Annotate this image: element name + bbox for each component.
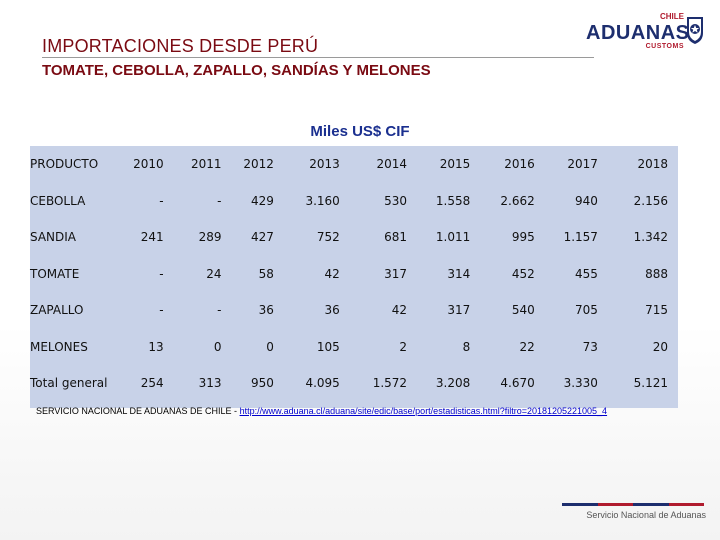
table-cell: 429 bbox=[251, 193, 274, 208]
table-row: MELONES 13 0 0 105 2 8 22 73 20 bbox=[30, 329, 678, 366]
table-cell: 241 bbox=[140, 230, 164, 245]
table-cell: 24 bbox=[206, 266, 222, 281]
source-note: SERVICIO NACIONAL DE ADUANAS DE CHILE - … bbox=[36, 406, 607, 416]
table-cell: 715 bbox=[645, 303, 668, 318]
table-cell: 530 bbox=[384, 193, 408, 208]
table-cell: 2.662 bbox=[500, 193, 535, 208]
table-cell: 950 bbox=[251, 376, 274, 391]
table-cell: 681 bbox=[384, 230, 408, 245]
table-cell: 36 bbox=[324, 303, 340, 318]
logo-brand: ADUANAS bbox=[586, 22, 690, 44]
row-label: ZAPALLO bbox=[30, 303, 84, 318]
table-cell: 36 bbox=[258, 303, 274, 318]
table-cell: 995 bbox=[511, 230, 535, 245]
footer-text: Servicio Nacional de Aduanas bbox=[586, 510, 706, 520]
table-cell: 3.330 bbox=[563, 376, 598, 391]
year-header: 2011 bbox=[190, 157, 222, 172]
product-column-header: PRODUCTO bbox=[30, 157, 99, 172]
slide-title: IMPORTACIONES DESDE PERÚ bbox=[42, 36, 319, 56]
table-row: ZAPALLO - - 36 36 42 317 540 705 715 bbox=[30, 292, 678, 329]
logo-sub: CUSTOMS bbox=[645, 43, 684, 50]
table-cell: 4.095 bbox=[305, 376, 340, 391]
table-cell: 317 bbox=[384, 266, 408, 281]
table-cell: 1.558 bbox=[435, 193, 471, 208]
source-link[interactable]: http://www.aduana.cl/aduana/site/edic/ba… bbox=[239, 406, 608, 416]
table-cell: 752 bbox=[316, 230, 340, 245]
table-cell: 3.160 bbox=[305, 193, 340, 208]
row-label: CEBOLLA bbox=[30, 193, 86, 208]
table-cell: - bbox=[159, 303, 164, 318]
table-cell: 20 bbox=[652, 339, 668, 354]
table-cell: - bbox=[159, 266, 164, 281]
star-shield-icon bbox=[687, 17, 703, 44]
row-label: TOMATE bbox=[30, 266, 80, 281]
table-row: SANDIA 241 289 427 752 681 1.011 995 1.1… bbox=[30, 219, 678, 256]
table-header-row: PRODUCTO 2010 2011 2012 2013 2014 2015 2… bbox=[30, 146, 678, 183]
footer-stripe bbox=[562, 503, 704, 506]
table-cell: 73 bbox=[582, 339, 598, 354]
year-header: 2016 bbox=[504, 157, 535, 172]
logo-country: CHILE bbox=[660, 12, 684, 21]
table-total-row: Total general 254 313 950 4.095 1.572 3.… bbox=[30, 365, 678, 402]
table-row: CEBOLLA - - 429 3.160 530 1.558 2.662 94… bbox=[30, 183, 678, 220]
row-label: Total general bbox=[30, 376, 108, 391]
table-cell: 0 bbox=[266, 339, 274, 354]
table-cell: 1.157 bbox=[563, 230, 598, 245]
units-label: Miles US$ CIF bbox=[310, 123, 410, 140]
row-label: MELONES bbox=[30, 339, 88, 354]
footer-stripe-segment bbox=[633, 503, 669, 506]
table-cell: 317 bbox=[447, 303, 471, 318]
table-cell: 289 bbox=[198, 230, 222, 245]
table-cell: 5.121 bbox=[633, 376, 668, 391]
title-underline bbox=[42, 57, 594, 58]
table-cell: 22 bbox=[519, 339, 535, 354]
row-label: SANDIA bbox=[30, 230, 77, 245]
year-header: 2017 bbox=[567, 157, 598, 172]
year-header: 2014 bbox=[376, 157, 408, 172]
table-cell: 0 bbox=[213, 339, 222, 354]
table-cell: 105 bbox=[316, 339, 340, 354]
table-background bbox=[30, 146, 678, 408]
year-header: 2013 bbox=[309, 157, 340, 172]
table-cell: 705 bbox=[575, 303, 598, 318]
source-prefix: SERVICIO NACIONAL DE ADUANAS DE CHILE - bbox=[36, 406, 240, 416]
imports-table: PRODUCTO 2010 2011 2012 2013 2014 2015 2… bbox=[30, 146, 678, 402]
table-cell: 1.011 bbox=[435, 230, 471, 245]
table-row: TOMATE - 24 58 42 317 314 452 455 888 bbox=[30, 256, 678, 293]
year-header: 2012 bbox=[243, 157, 274, 172]
table-cell: 1.342 bbox=[633, 230, 668, 245]
year-header: 2018 bbox=[637, 157, 668, 172]
table-cell: 888 bbox=[645, 266, 668, 281]
year-header: 2015 bbox=[439, 157, 471, 172]
table-cell: 452 bbox=[511, 266, 535, 281]
aduanas-logo: CHILE ADUANAS CUSTOMS bbox=[586, 12, 704, 52]
table-cell: 13 bbox=[148, 339, 164, 354]
table-cell: 254 bbox=[140, 376, 164, 391]
table-cell: 940 bbox=[575, 193, 598, 208]
table-cell: 313 bbox=[198, 376, 222, 391]
year-header: 2010 bbox=[133, 157, 164, 172]
table-cell: 540 bbox=[511, 303, 535, 318]
table-cell: - bbox=[159, 193, 164, 208]
table-cell: - bbox=[217, 303, 222, 318]
footer-stripe-segment bbox=[562, 503, 598, 506]
table-cell: 455 bbox=[575, 266, 598, 281]
table-cell: 3.208 bbox=[435, 376, 471, 391]
table-cell: - bbox=[217, 193, 222, 208]
footer-stripe-segment bbox=[668, 503, 704, 506]
slide-subtitle: TOMATE, CEBOLLA, ZAPALLO, SANDÍAS Y MELO… bbox=[42, 62, 431, 79]
table-cell: 1.572 bbox=[372, 376, 408, 391]
table-cell: 8 bbox=[462, 339, 471, 354]
table-cell: 4.670 bbox=[500, 376, 535, 391]
table-cell: 58 bbox=[258, 266, 274, 281]
table-cell: 314 bbox=[447, 266, 471, 281]
table-cell: 2 bbox=[399, 339, 408, 354]
table-cell: 42 bbox=[391, 303, 408, 318]
table-cell: 42 bbox=[324, 266, 340, 281]
footer-stripe-segment bbox=[597, 503, 633, 506]
table-cell: 427 bbox=[251, 230, 274, 245]
table-cell: 2.156 bbox=[633, 193, 668, 208]
